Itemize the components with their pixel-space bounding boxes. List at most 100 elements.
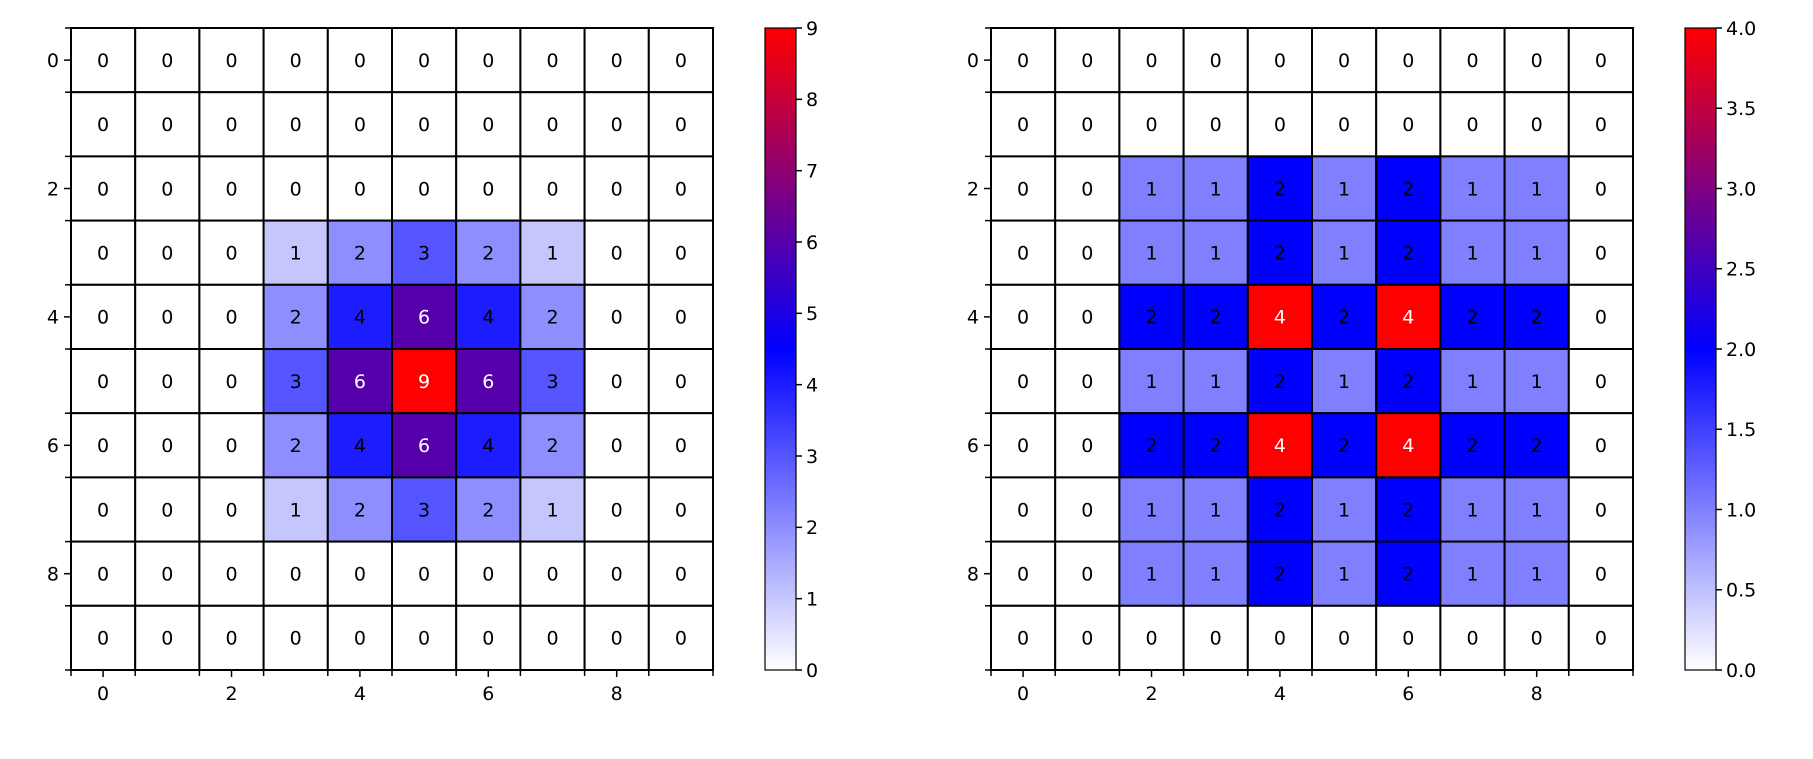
cell-value-label: 0 [1017,435,1029,457]
y-tick-label: 6 [967,435,979,457]
heatmap-cell [990,476,1057,543]
y-tick-label: 6 [47,435,59,457]
heatmap-cell [1246,219,1314,286]
y-tick-label: 4 [47,307,59,329]
cell-value-label: 3 [418,499,430,521]
heatmap-cell [1567,219,1635,286]
cell-value-label: 0 [97,371,109,393]
cell-value-label: 2 [290,307,302,329]
colorbar-tick-label: 3.5 [1726,98,1756,120]
cell-value-label: 0 [1274,114,1286,136]
cell-value-label: 1 [1466,178,1478,200]
heatmap-cell [326,348,393,415]
colorbar-tick-label: 2.5 [1726,259,1756,281]
colorbar-tick-label: 4.0 [1726,18,1756,40]
heatmap-cell [1311,412,1378,479]
cell-value-label: 1 [1338,178,1350,200]
heatmap-cell [134,476,201,543]
cell-value-label: 0 [1402,114,1414,136]
cell-value-label: 0 [97,628,109,650]
cell-value-label: 0 [1145,628,1157,650]
heatmap-cell [1503,155,1570,222]
cell-value-label: 1 [1210,499,1222,521]
cell-value-label: 3 [418,243,430,265]
cell-value-label: 0 [161,50,173,72]
cell-value-label: 2 [1338,435,1350,457]
cell-value-label: 0 [1081,435,1093,457]
cell-value-label: 1 [1145,243,1157,265]
cell-value-label: 0 [611,50,623,72]
cell-value-label: 0 [675,628,687,650]
cell-value-label: 2 [1402,564,1414,586]
heatmap-cell [198,476,265,543]
cell-value-label: 0 [290,628,302,650]
cell-value-label: 1 [1338,371,1350,393]
heatmap-2: 0 0 0 0 0 0 0 0 0 0 0 0 0 0 0 0 0 0 0 0 0 0 1 1 2 1 2 1 1 0 0 0 1 1 2 1 2 1 1 0… [967,18,1756,705]
cell-value-label: 0 [97,114,109,136]
cell-value-label: 0 [161,499,173,521]
cell-value-label: 0 [1595,50,1607,72]
cell-value-label: 0 [161,307,173,329]
heatmap-cell [1118,412,1185,479]
heatmap-cell [1054,604,1121,671]
cell-value-label: 0 [418,114,430,136]
cell-value-label: 0 [1402,50,1414,72]
cell-value-label: 2 [1274,243,1286,265]
cell-value-label: 4 [1402,435,1414,457]
cell-value-label: 9 [418,371,430,393]
heatmap-cell [990,540,1057,607]
cell-value-label: 0 [161,178,173,200]
cell-value-label: 0 [97,499,109,521]
cell-value-label: 6 [418,435,430,457]
cell-value-label: 0 [97,564,109,586]
heatmap-cell [70,604,137,671]
cell-value-label: 1 [1338,243,1350,265]
cell-value-label: 0 [1017,628,1029,650]
heatmap-cell [583,540,650,607]
heatmap-cell [455,604,522,671]
y-tick-label: 2 [47,178,59,200]
cell-value-label: 0 [1466,50,1478,72]
heatmap-cell [1503,540,1570,607]
cell-value-label: 0 [482,50,494,72]
cell-value-label: 0 [1017,50,1029,72]
heatmap-cell [1054,476,1121,543]
heatmap-cell [1054,155,1121,222]
heatmap-cell [134,283,201,350]
heatmap-cell [391,412,458,479]
x-tick-label: 8 [611,683,623,705]
heatmap-cell [1118,540,1185,607]
heatmap-cell [1246,27,1314,94]
cell-value-label: 1 [1145,371,1157,393]
cell-value-label: 0 [290,564,302,586]
colorbar-tick-label: 7 [806,161,818,183]
cell-value-label: 1 [1145,499,1157,521]
heatmap-cell [583,155,650,222]
cell-value-label: 0 [418,178,430,200]
cell-value-label: 1 [1210,243,1222,265]
colorbar-tick-label: 0 [806,660,818,682]
cell-value-label: 3 [290,371,302,393]
y-tick-label: 0 [47,50,59,72]
cell-value-label: 0 [1081,499,1093,521]
heatmap-cell [455,283,522,350]
cell-value-label: 0 [1531,628,1543,650]
cell-value-label: 1 [546,243,558,265]
cell-value-label: 0 [418,564,430,586]
heatmap-cell [262,348,329,415]
cell-value-label: 0 [97,50,109,72]
cell-value-label: 0 [546,564,558,586]
cell-value-label: 3 [546,371,558,393]
heatmap-cell [1503,412,1570,479]
cell-value-label: 0 [1338,50,1350,72]
cell-value-label: 2 [1274,564,1286,586]
heatmap-cell [391,283,458,350]
cell-value-label: 1 [1466,499,1478,521]
cell-value-label: 0 [611,243,623,265]
heatmap-cell [519,604,586,671]
cell-value-label: 2 [1145,435,1157,457]
x-tick-label: 4 [354,683,366,705]
heatmap-cell [1054,348,1121,415]
heatmap-cell [519,540,586,607]
